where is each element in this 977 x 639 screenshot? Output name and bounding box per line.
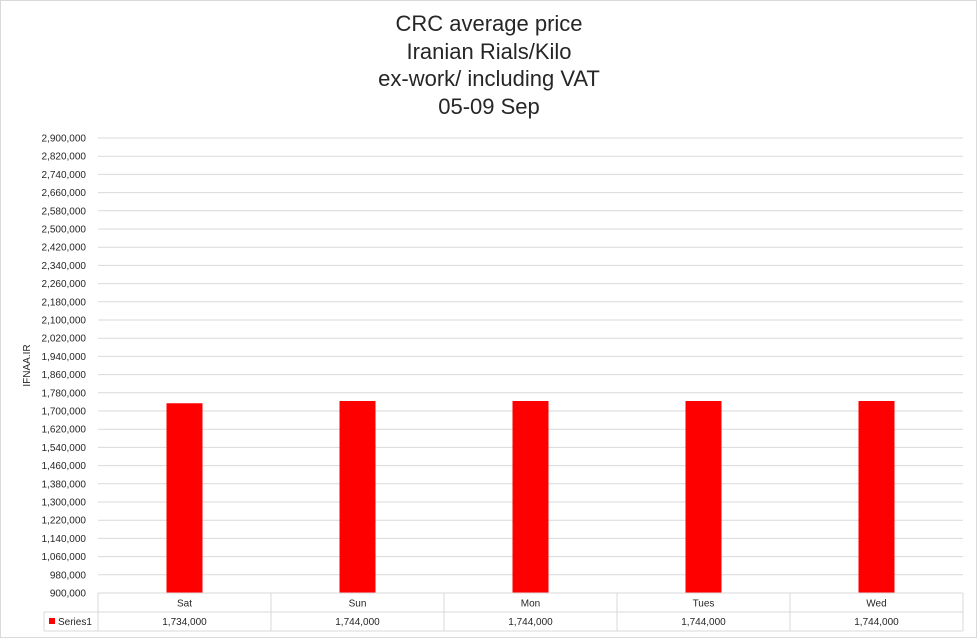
y-tick-label: 2,420,000 (42, 243, 87, 254)
chart-title-line: ex-work/ including VAT (378, 66, 600, 91)
chart-title-line: CRC average price (395, 11, 582, 36)
legend-label: Series1 (58, 617, 92, 628)
y-tick-label: 2,260,000 (42, 279, 87, 290)
y-tick-label: 1,780,000 (42, 388, 87, 399)
bar-sat (166, 403, 203, 593)
bar-mon (512, 400, 549, 593)
y-tick-label: 980,000 (50, 570, 87, 581)
x-category-label: Wed (866, 599, 886, 610)
y-tick-label: 2,180,000 (42, 297, 87, 308)
y-tick-label: 1,700,000 (42, 407, 87, 418)
data-table-value: 1,744,000 (854, 617, 899, 628)
data-table-value: 1,744,000 (681, 617, 726, 628)
y-tick-label: 1,860,000 (42, 370, 87, 381)
y-tick-label: 2,100,000 (42, 316, 87, 327)
y-tick-label: 2,820,000 (42, 152, 87, 163)
x-category-label: Sun (349, 599, 367, 610)
data-table-value: 1,734,000 (162, 617, 207, 628)
y-tick-label: 2,740,000 (42, 170, 87, 181)
x-category-label: Sat (177, 599, 192, 610)
legend-key (49, 618, 55, 624)
y-tick-label: 1,540,000 (42, 443, 87, 454)
y-tick-label: 1,060,000 (42, 552, 87, 563)
bar-sun (339, 400, 376, 593)
y-tick-label: 1,940,000 (42, 352, 87, 363)
x-category-label: Tues (693, 599, 715, 610)
y-tick-label: 2,500,000 (42, 225, 87, 236)
y-tick-label: 2,020,000 (42, 334, 87, 345)
y-tick-label: 1,220,000 (42, 516, 87, 527)
y-tick-label: 1,140,000 (42, 534, 87, 545)
chart-title-line: 05-09 Sep (438, 94, 540, 119)
data-table-value: 1,744,000 (508, 617, 553, 628)
bar-wed (858, 400, 895, 593)
chart-title-line: Iranian Rials/Kilo (406, 39, 571, 64)
data-table-value: 1,744,000 (335, 617, 380, 628)
x-category-label: Mon (521, 599, 540, 610)
y-tick-label: 2,340,000 (42, 261, 87, 272)
y-tick-label: 2,900,000 (42, 134, 87, 145)
y-axis-title: IFNAA.IR (22, 344, 33, 386)
y-tick-label: 1,460,000 (42, 461, 87, 472)
y-tick-label: 1,620,000 (42, 425, 87, 436)
bar-tues (685, 400, 722, 593)
y-tick-label: 1,300,000 (42, 498, 87, 509)
y-tick-label: 2,580,000 (42, 206, 87, 217)
y-tick-label: 2,660,000 (42, 188, 87, 199)
y-tick-label: 900,000 (50, 589, 87, 600)
y-tick-label: 1,380,000 (42, 479, 87, 490)
